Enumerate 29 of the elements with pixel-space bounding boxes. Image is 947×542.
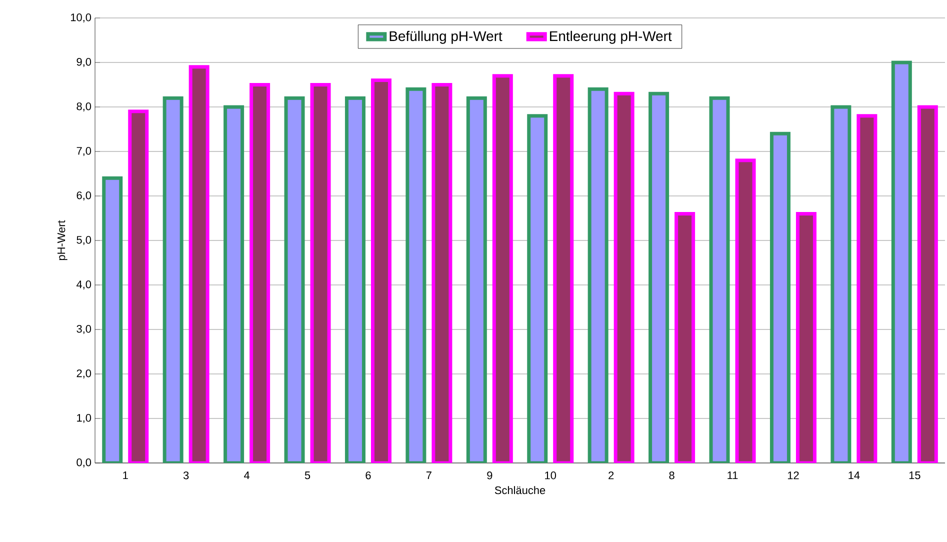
y-tick-label: 10,0 xyxy=(70,13,92,23)
x-tick-label: 2 xyxy=(608,472,614,480)
x-tick-label: 8 xyxy=(669,472,674,480)
x-tick-label: 6 xyxy=(366,472,371,480)
x-tick-label: 5 xyxy=(304,472,310,480)
x-tick-label: 10 xyxy=(545,472,556,480)
y-tick-label: 9,0 xyxy=(76,58,92,68)
x-tick-label: 12 xyxy=(788,472,799,480)
y-axis-title: pH-Wert xyxy=(58,220,68,260)
x-tick-label: 15 xyxy=(909,472,920,480)
x-axis-title: Schläuche xyxy=(494,486,546,494)
y-tick-label: 6,0 xyxy=(76,191,92,201)
x-tick-label: 14 xyxy=(848,472,860,480)
y-tick-label: 2,0 xyxy=(76,369,92,379)
y-tick-label: 4,0 xyxy=(76,280,92,290)
x-tick-label: 1 xyxy=(123,472,128,480)
y-tick-label: 1,0 xyxy=(77,414,92,424)
y-tick-label: 8,0 xyxy=(76,102,92,112)
y-tick-label: 3,0 xyxy=(76,324,92,334)
x-tick-label: 3 xyxy=(183,472,189,480)
y-tick-label: 0,0 xyxy=(76,458,92,468)
legend-label: Entleerung pH-Wert xyxy=(550,30,672,44)
x-tick-label: 11 xyxy=(728,472,738,480)
x-tick-label: 9 xyxy=(487,472,492,480)
legend-label: Befüllung pH-Wert xyxy=(390,30,502,44)
y-tick-label: 5,0 xyxy=(76,236,92,246)
y-tick-label: 7,0 xyxy=(76,146,92,156)
x-tick-label: 4 xyxy=(244,472,250,480)
x-tick-label: 7 xyxy=(426,472,432,480)
